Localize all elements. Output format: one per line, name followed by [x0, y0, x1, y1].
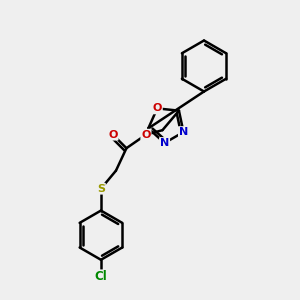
- Text: O: O: [141, 130, 151, 140]
- Text: O: O: [108, 130, 118, 140]
- Text: O: O: [152, 103, 162, 113]
- Text: Cl: Cl: [94, 270, 107, 284]
- Text: S: S: [97, 184, 105, 194]
- Text: N: N: [160, 138, 169, 148]
- Text: N: N: [179, 127, 188, 137]
